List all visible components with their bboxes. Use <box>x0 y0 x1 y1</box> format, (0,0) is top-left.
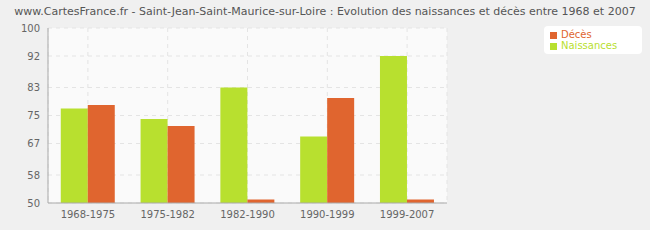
svg-text:100: 100 <box>21 23 40 34</box>
svg-text:1990-1999: 1990-1999 <box>300 209 355 220</box>
html-text:Naissances: Naissances <box>561 40 618 51</box>
svg-text:92: 92 <box>27 51 40 62</box>
svg-text:83: 83 <box>27 82 40 93</box>
svg-text:1982-1990: 1982-1990 <box>220 209 275 220</box>
svg-text:75: 75 <box>27 110 40 121</box>
svg-text:1975-1982: 1975-1982 <box>140 209 195 220</box>
svg-text:67: 67 <box>27 138 40 149</box>
svg-text:1968-1975: 1968-1975 <box>61 209 116 220</box>
svg-text:58: 58 <box>27 170 40 181</box>
html-text:Décès: Décès <box>561 29 592 40</box>
svg-text:50: 50 <box>27 198 40 209</box>
html-text:www.CartesFrance.fr - Saint-Je: www.CartesFrance.fr - Saint-Jean-Saint-M… <box>14 5 636 18</box>
svg-text:1999-2007: 1999-2007 <box>380 209 435 220</box>
